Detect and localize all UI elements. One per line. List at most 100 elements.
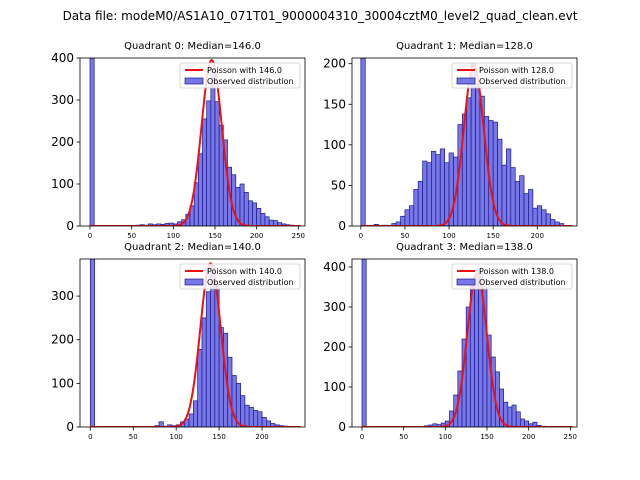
quadrant-1-panel: Quadrant 1: Median=128.0 0 50 100 150 200 0 50 1…	[323, 41, 578, 240]
histogram-bar	[435, 154, 441, 226]
histogram-bar	[252, 202, 258, 226]
histogram-bar	[197, 153, 203, 226]
x-tick-label: 250	[292, 232, 305, 240]
quadrant-0-legend: Poisson with 146.0 Observed distribution	[179, 62, 301, 89]
histogram-bar	[426, 162, 432, 226]
quadrant-2-axes-frame	[79, 258, 306, 428]
y-tick-label: 100	[51, 376, 74, 390]
histogram-bar	[506, 148, 512, 226]
legend-label-poisson: Poisson with 140.0	[207, 267, 282, 276]
histogram-bar	[214, 101, 220, 226]
histogram-bar	[413, 189, 419, 226]
histogram-bar	[240, 395, 246, 427]
quadrant-2-bars	[89, 259, 289, 427]
x-tick-label: 100	[439, 433, 452, 441]
legend-label-poisson: Poisson with 138.0	[479, 267, 554, 276]
histogram-bar	[248, 407, 254, 427]
histogram-bar	[511, 404, 517, 427]
histogram-bar	[202, 118, 208, 226]
histogram-bar	[501, 164, 507, 226]
x-tick-label: 150	[480, 433, 493, 441]
quadrant-2-legend: Poisson with 140.0 Observed distribution	[179, 263, 301, 290]
x-tick-label: 50	[127, 232, 136, 240]
histogram-bar	[536, 205, 543, 226]
quadrant-1-axes-frame	[351, 57, 578, 227]
y-tick-label: 400	[51, 51, 74, 65]
histogram-bar	[261, 417, 267, 427]
histogram-bar	[201, 317, 207, 427]
x-tick-label: 100	[442, 232, 455, 240]
histogram-bar	[239, 183, 245, 226]
histogram-bar	[197, 348, 203, 427]
histogram-bar	[400, 215, 406, 226]
histogram-bar	[523, 193, 529, 226]
quadrant-2-panel: Quadrant 2: Median=140.0 0 100 200 300 0 50 100…	[51, 242, 306, 441]
x-tick-label: 150	[212, 433, 225, 441]
histogram-bar	[422, 160, 428, 226]
legend-label-poisson: Poisson with 146.0	[207, 66, 282, 75]
histogram-bar	[244, 404, 250, 427]
x-tick-label: 50	[129, 433, 138, 441]
y-tick-label: 0	[66, 420, 74, 434]
y-tick-label: 0	[338, 219, 346, 233]
legend-frame	[179, 62, 301, 89]
histogram-bar	[360, 58, 366, 226]
histogram-bar	[206, 100, 212, 226]
legend-label-observed: Observed distribution	[207, 77, 294, 86]
y-tick-label: 300	[51, 93, 74, 107]
x-tick-label: 200	[250, 232, 263, 240]
legend-label-observed: Observed distribution	[207, 278, 294, 287]
histogram-bar	[514, 181, 520, 226]
y-tick-label: 100	[323, 380, 346, 394]
quadrant-1-legend: Poisson with 128.0 Observed distribution	[451, 62, 573, 89]
histogram-bar	[541, 209, 547, 226]
legend-frame	[451, 62, 573, 89]
histogram-bar	[466, 97, 472, 226]
histogram-bar	[409, 205, 415, 226]
y-tick-label: 0	[66, 219, 74, 233]
y-tick-label: 100	[323, 138, 346, 152]
y-tick-label: 300	[51, 289, 74, 303]
legend-bar-swatch	[184, 77, 204, 85]
histogram-bar	[256, 208, 262, 226]
legend-frame	[179, 263, 301, 290]
y-tick-label: 300	[323, 300, 346, 314]
histogram-bar	[439, 148, 445, 226]
legend-label-poisson: Poisson with 128.0	[479, 66, 554, 75]
x-tick-label: 200	[522, 433, 535, 441]
subplot-grid: Quadrant 0: Median=146.0 0 100 200 300 400 0 50…	[51, 41, 578, 441]
x-tick-label: 0	[88, 232, 92, 240]
y-tick-label: 400	[323, 260, 346, 274]
x-tick-label: 150	[486, 232, 499, 240]
legend-bar-swatch	[456, 77, 476, 85]
histogram-bar	[247, 200, 253, 226]
y-tick-label: 100	[51, 177, 74, 191]
histogram-bar	[193, 400, 199, 427]
histogram-bar	[257, 411, 263, 427]
poisson-curve	[90, 262, 301, 427]
histogram-bar	[444, 162, 450, 226]
quadrant-3-axes-frame	[351, 258, 578, 428]
histogram-bar	[231, 174, 237, 226]
x-tick-label: 0	[360, 433, 364, 441]
legend-bar-swatch	[184, 278, 204, 286]
histogram-bar	[519, 418, 525, 427]
x-tick-label: 0	[359, 232, 363, 240]
histogram-bar	[89, 259, 95, 427]
x-tick-label: 100	[169, 433, 182, 441]
y-tick-label: 0	[338, 420, 346, 434]
legend-bar-swatch	[456, 278, 476, 286]
histogram-bar	[545, 213, 551, 226]
x-tick-label: 50	[399, 433, 408, 441]
histogram-bar	[260, 213, 266, 226]
quadrant-3-panel: Quadrant 3: Median=138.0 0 100 200 300 400 0 50…	[323, 242, 578, 441]
x-tick-label: 100	[167, 232, 180, 240]
poisson-curve	[362, 271, 573, 427]
histogram-bar	[497, 138, 503, 226]
legend-label-observed: Observed distribution	[479, 77, 566, 86]
histogram-bar	[528, 189, 534, 226]
histogram-bar	[188, 413, 194, 427]
x-tick-label: 150	[208, 232, 221, 240]
histogram-bar	[507, 406, 513, 427]
histogram-bar	[361, 259, 367, 427]
